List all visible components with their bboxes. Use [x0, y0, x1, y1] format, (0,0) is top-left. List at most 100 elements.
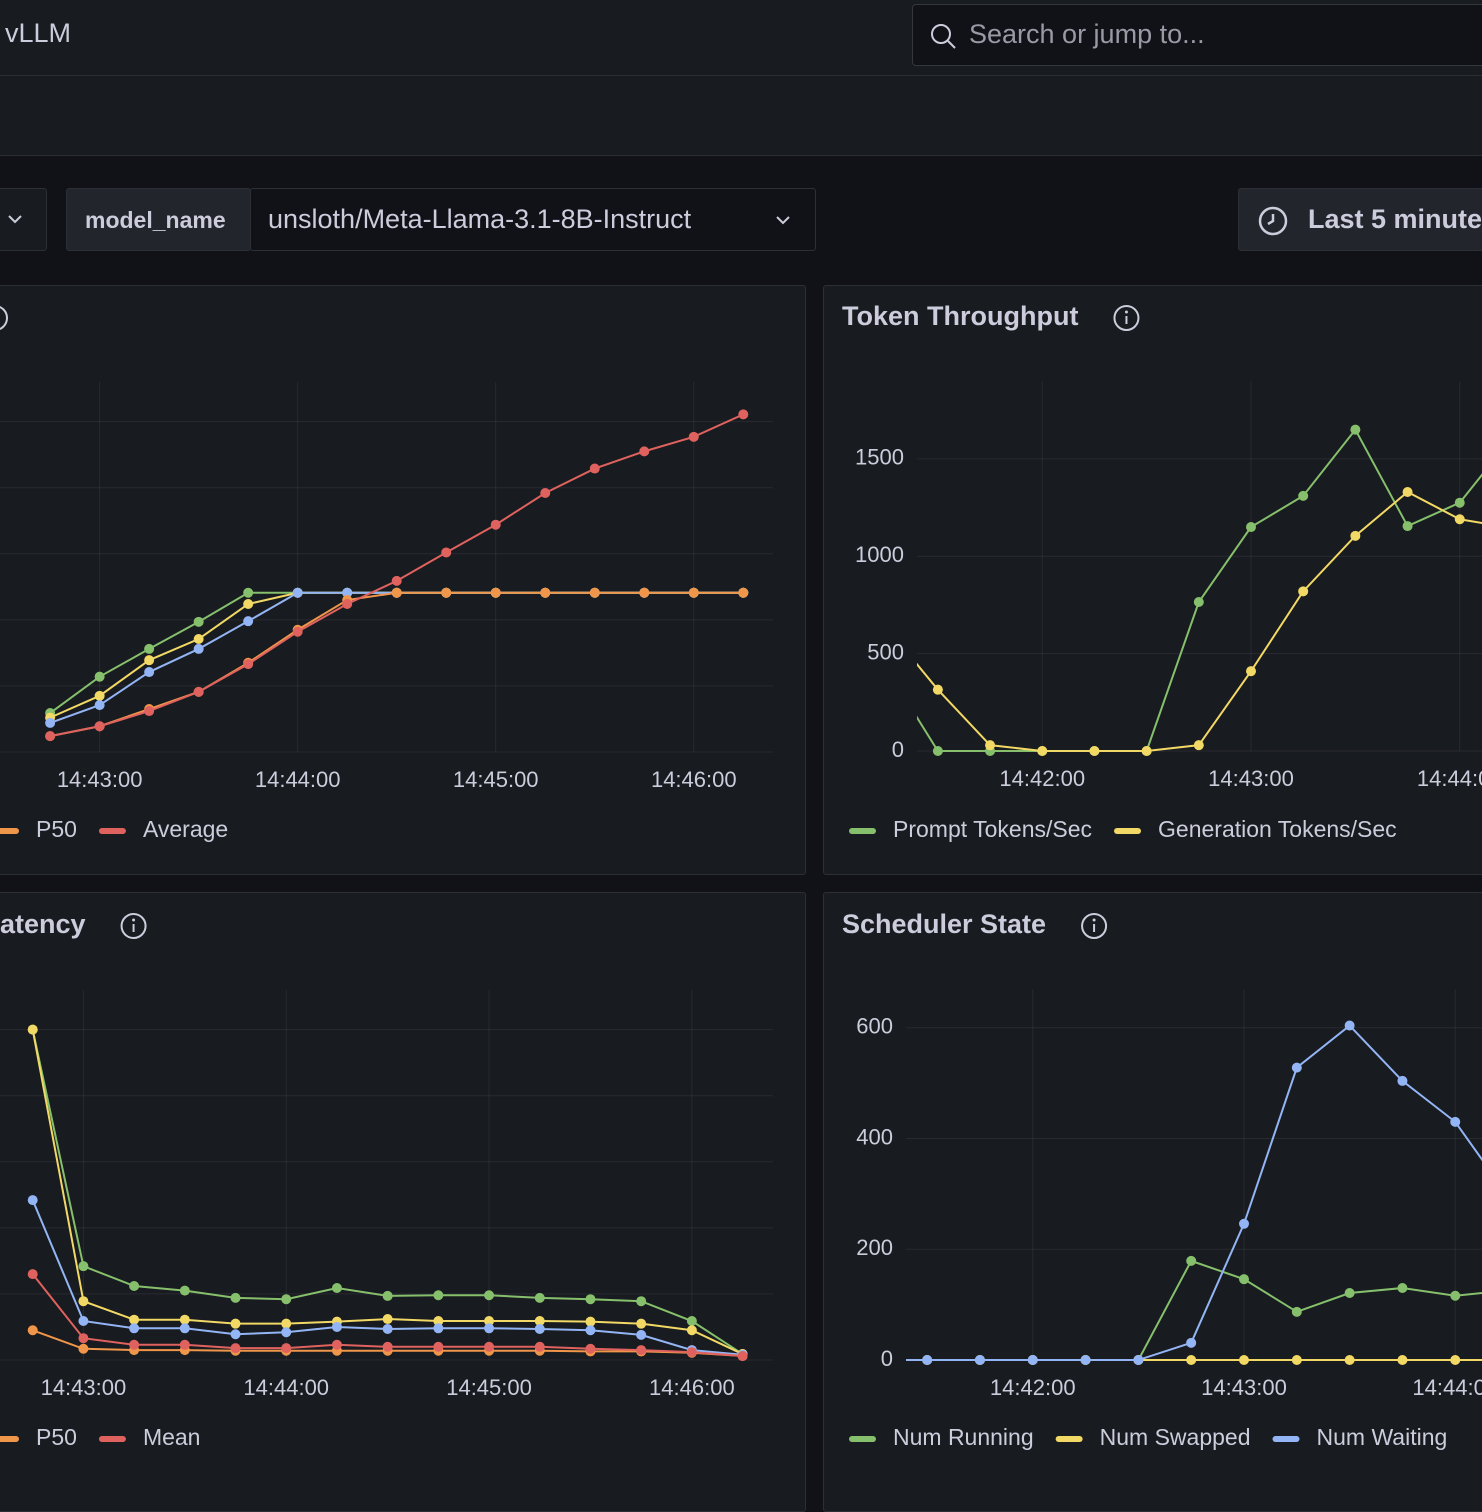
data-point	[281, 1294, 292, 1305]
time-picker[interactable]: Last 5 minutes	[1238, 188, 1482, 251]
time-range: Last 5 minutes	[1308, 204, 1482, 234]
data-point	[585, 1325, 596, 1336]
data-point	[1186, 1255, 1197, 1266]
variable-select[interactable]: unsloth/Meta-Llama-3.1-8B-Instruct	[250, 188, 816, 251]
y-tick-label: 600	[856, 1014, 893, 1039]
data-point	[534, 1316, 545, 1327]
data-point	[1454, 497, 1465, 508]
series-line	[49, 591, 744, 738]
search-placeholder: Search or jump to...	[969, 19, 1205, 49]
data-point	[1397, 1283, 1408, 1294]
data-point	[441, 587, 452, 598]
legend-label: Num Swapped	[1100, 1424, 1251, 1450]
data-point	[441, 547, 452, 558]
variable-dropdown[interactable]	[0, 188, 47, 251]
data-point	[230, 1329, 241, 1340]
chevron	[8, 215, 22, 224]
data-point	[1344, 1287, 1355, 1298]
data-point	[1454, 514, 1465, 525]
data-point	[589, 587, 600, 598]
legend-swatch	[849, 828, 876, 834]
data-point	[78, 1296, 89, 1307]
data-point	[382, 1323, 393, 1334]
legend-label: Generation Tokens/Sec	[1158, 816, 1397, 842]
data-point	[1246, 666, 1256, 677]
data-point	[1193, 740, 1204, 751]
data-point	[534, 1292, 545, 1303]
data-point	[78, 1316, 89, 1327]
data-point	[243, 659, 254, 670]
info-icon	[0, 306, 8, 330]
variable-label-box: model_name	[66, 188, 251, 251]
data-point	[230, 1343, 241, 1354]
y-tick-label: 500	[867, 639, 904, 664]
breadcrumb[interactable]: vLLM	[5, 18, 72, 48]
data-point	[1402, 521, 1413, 532]
data-point	[433, 1290, 444, 1301]
data-point	[179, 1323, 190, 1334]
data-point	[243, 587, 254, 598]
data-point	[391, 575, 402, 586]
plot-area	[45, 409, 749, 742]
data-point	[243, 599, 254, 609]
data-point	[193, 616, 204, 627]
data-point	[974, 1355, 985, 1365]
data-point	[985, 740, 996, 751]
data-point	[484, 1316, 495, 1327]
panel-title: Scheduler State	[842, 909, 1046, 939]
data-point	[94, 690, 105, 701]
data-point	[869, 1355, 879, 1365]
chevron	[776, 216, 790, 225]
data-point	[1193, 597, 1204, 608]
info-icon	[1081, 913, 1108, 939]
data-point	[688, 431, 699, 442]
legend-swatch	[98, 828, 126, 834]
search-box[interactable]: Search or jump to...	[912, 4, 1482, 66]
data-point	[585, 1343, 596, 1354]
data-point	[243, 616, 254, 627]
data-point	[636, 1296, 647, 1307]
data-point	[585, 1316, 596, 1327]
data-point	[1027, 1355, 1038, 1365]
data-point	[129, 1339, 140, 1350]
legend-swatch	[98, 1436, 126, 1442]
x-tick-label: 14:42:00	[999, 766, 1085, 791]
data-point	[1291, 1306, 1302, 1317]
y-tick-label: 0	[892, 737, 904, 762]
data-point	[1239, 1218, 1249, 1229]
legend-label: Prompt Tokens/Sec	[893, 816, 1092, 842]
data-point	[144, 667, 155, 678]
data-point	[129, 1314, 140, 1325]
data-point	[639, 587, 650, 598]
data-point	[94, 700, 105, 711]
data-point	[78, 1261, 89, 1272]
clock-icon	[1258, 206, 1288, 236]
plot-area	[917, 424, 1482, 756]
data-point	[540, 587, 551, 598]
data-point	[1186, 1355, 1197, 1365]
x-tick-label: 14:44:00	[255, 767, 341, 792]
data-point	[129, 1323, 140, 1334]
plot-area	[27, 1024, 748, 1362]
data-point	[1239, 1274, 1249, 1285]
series-line	[917, 427, 1482, 752]
data-point	[382, 1314, 393, 1325]
data-point	[1089, 746, 1100, 756]
legend-swatch	[0, 1436, 19, 1442]
data-point	[281, 1343, 292, 1354]
data-point	[45, 717, 56, 728]
data-point	[738, 587, 749, 598]
data-point	[1298, 586, 1309, 597]
data-point	[179, 1314, 190, 1325]
x-tick-label: 14:43:00	[57, 767, 143, 792]
top-bar: vLLM Search or jump to...	[0, 0, 1482, 76]
toolbar	[0, 76, 1482, 156]
data-point	[27, 1195, 38, 1206]
y-tick-label: 0	[881, 1346, 893, 1371]
legend-swatch	[1055, 1436, 1083, 1442]
data-point	[179, 1339, 190, 1350]
data-point	[1350, 530, 1361, 541]
data-point	[686, 1325, 697, 1336]
x-tick-label: 14:46:00	[649, 1375, 735, 1400]
